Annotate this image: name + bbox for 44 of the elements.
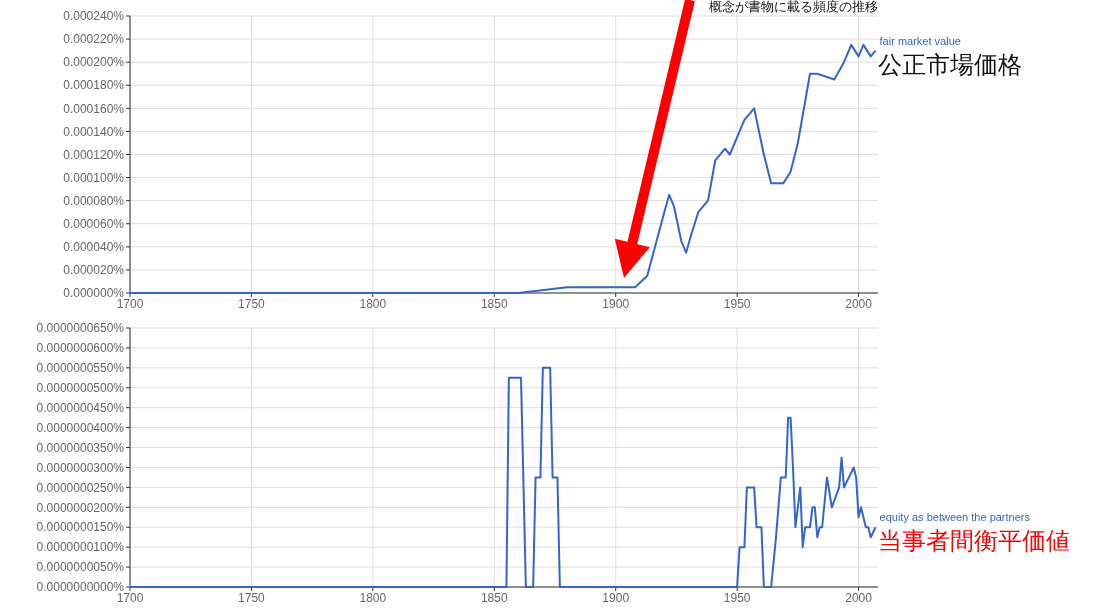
x-tick-label: 1850 <box>480 591 508 605</box>
y-tick-label: 0.000200% <box>63 55 125 70</box>
y-tick-label: 0.000220% <box>63 32 125 47</box>
y-tick-label: 0.0000000400% <box>36 420 125 435</box>
y-tick-label: 0.0000000150% <box>36 520 125 535</box>
x-tick-label: 2000 <box>845 591 873 605</box>
y-tick-label: 0.000060% <box>63 216 125 231</box>
y-tick-label: 0.0000000350% <box>36 440 125 455</box>
y-tick-label: 0.0000000450% <box>36 400 125 415</box>
x-tick-label: 1950 <box>723 591 751 605</box>
y-tick-label: 0.000020% <box>63 263 125 278</box>
x-tick-label: 1800 <box>359 591 387 605</box>
y-tick-label: 0.0000000050% <box>36 560 125 575</box>
chart-title: 概念が書物に載る頻度の推移 <box>709 0 878 14</box>
y-tick-label: 0.000240% <box>63 9 125 24</box>
annotation: 公正市場価格 <box>877 50 1022 79</box>
y-tick-label: 0.0000000500% <box>36 380 125 395</box>
series-label: equity as between the partners <box>879 511 1031 524</box>
annotation: 当事者間衡平価値 <box>877 527 1070 556</box>
y-tick-label: 0.000040% <box>63 240 125 255</box>
y-tick-label: 0.0000000650% <box>36 321 125 336</box>
x-tick-label: 1850 <box>480 297 508 311</box>
x-tick-label: 1750 <box>238 591 266 605</box>
y-tick-label: 0.000160% <box>63 101 125 116</box>
x-tick-label: 1900 <box>602 591 630 605</box>
y-tick-label: 0.0000000250% <box>36 480 125 495</box>
series-label: fair market value <box>879 34 961 47</box>
y-tick-label: 0.000080% <box>63 193 125 208</box>
x-tick-label: 1700 <box>116 591 144 605</box>
y-tick-label: 0.0000000200% <box>36 500 125 515</box>
x-tick-label: 2000 <box>845 297 873 311</box>
y-tick-label: 0.000100% <box>63 170 125 185</box>
y-tick-label: 0.000140% <box>63 124 125 139</box>
x-tick-label: 1700 <box>116 297 144 311</box>
x-tick-label: 1800 <box>359 297 387 311</box>
y-tick-label: 0.0000000100% <box>36 540 125 555</box>
y-tick-label: 0.000120% <box>63 147 125 162</box>
x-tick-label: 1950 <box>723 297 751 311</box>
y-tick-label: 0.0000000550% <box>36 361 125 376</box>
y-tick-label: 0.0000000300% <box>36 460 125 475</box>
x-tick-label: 1750 <box>238 297 266 311</box>
y-tick-label: 0.000180% <box>63 78 125 93</box>
x-tick-label: 1900 <box>602 297 630 311</box>
y-tick-label: 0.0000000600% <box>36 341 125 356</box>
